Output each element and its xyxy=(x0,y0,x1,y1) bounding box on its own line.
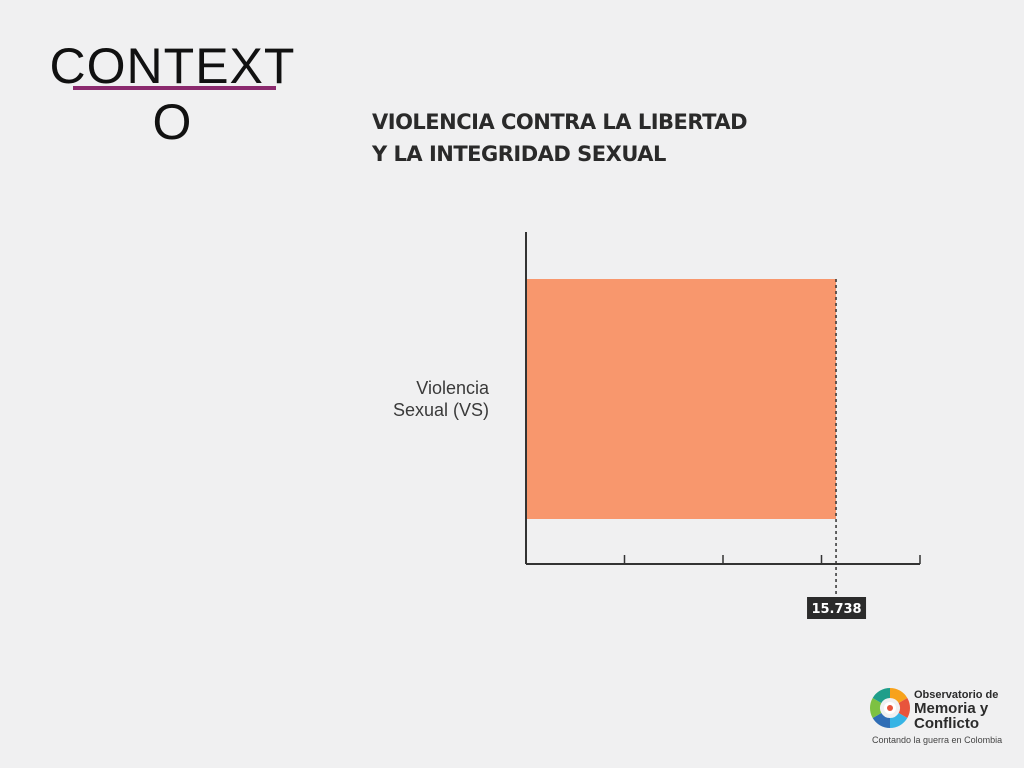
logo-line-1: Observatorio de xyxy=(914,689,999,701)
logo-name: Observatorio de Memoria y Conflicto xyxy=(914,689,998,731)
logo-tagline: Contando la guerra en Colombia xyxy=(872,735,1003,745)
slide-title: CONTEXT O xyxy=(40,38,305,150)
logo-line-3: Conflicto xyxy=(914,715,979,732)
logo-ring-segment xyxy=(890,713,908,728)
category-label-line-1: Violencia xyxy=(416,378,490,398)
logo-ring-segment xyxy=(890,688,908,703)
observatory-logo-icon xyxy=(870,688,910,728)
logo-ring-segment xyxy=(872,688,890,703)
category-label-line-2: Sexual (VS) xyxy=(393,400,489,420)
slide-title-line-1: CONTEXT xyxy=(49,38,296,94)
logo-line-2: Memoria y xyxy=(914,700,989,717)
logo-ring-segment xyxy=(898,698,910,718)
observatory-logo: Observatorio de Memoria y Conflicto Cont… xyxy=(868,686,1008,746)
chart-title-line-1: VIOLENCIA CONTRA LA LIBERTAD xyxy=(372,110,748,134)
value-label: 15.738 xyxy=(811,602,861,617)
value-label-badge xyxy=(807,597,867,619)
chart-title-line-2: Y LA INTEGRIDAD SEXUAL xyxy=(372,142,666,166)
logo-ring-segment xyxy=(872,713,890,728)
title-underline xyxy=(73,86,276,90)
slide-title-line-2: O xyxy=(152,94,193,150)
chart-title: VIOLENCIA CONTRA LA LIBERTAD Y LA INTEGR… xyxy=(372,106,748,170)
bar-0 xyxy=(527,279,837,519)
logo-ring-segment xyxy=(870,698,882,718)
